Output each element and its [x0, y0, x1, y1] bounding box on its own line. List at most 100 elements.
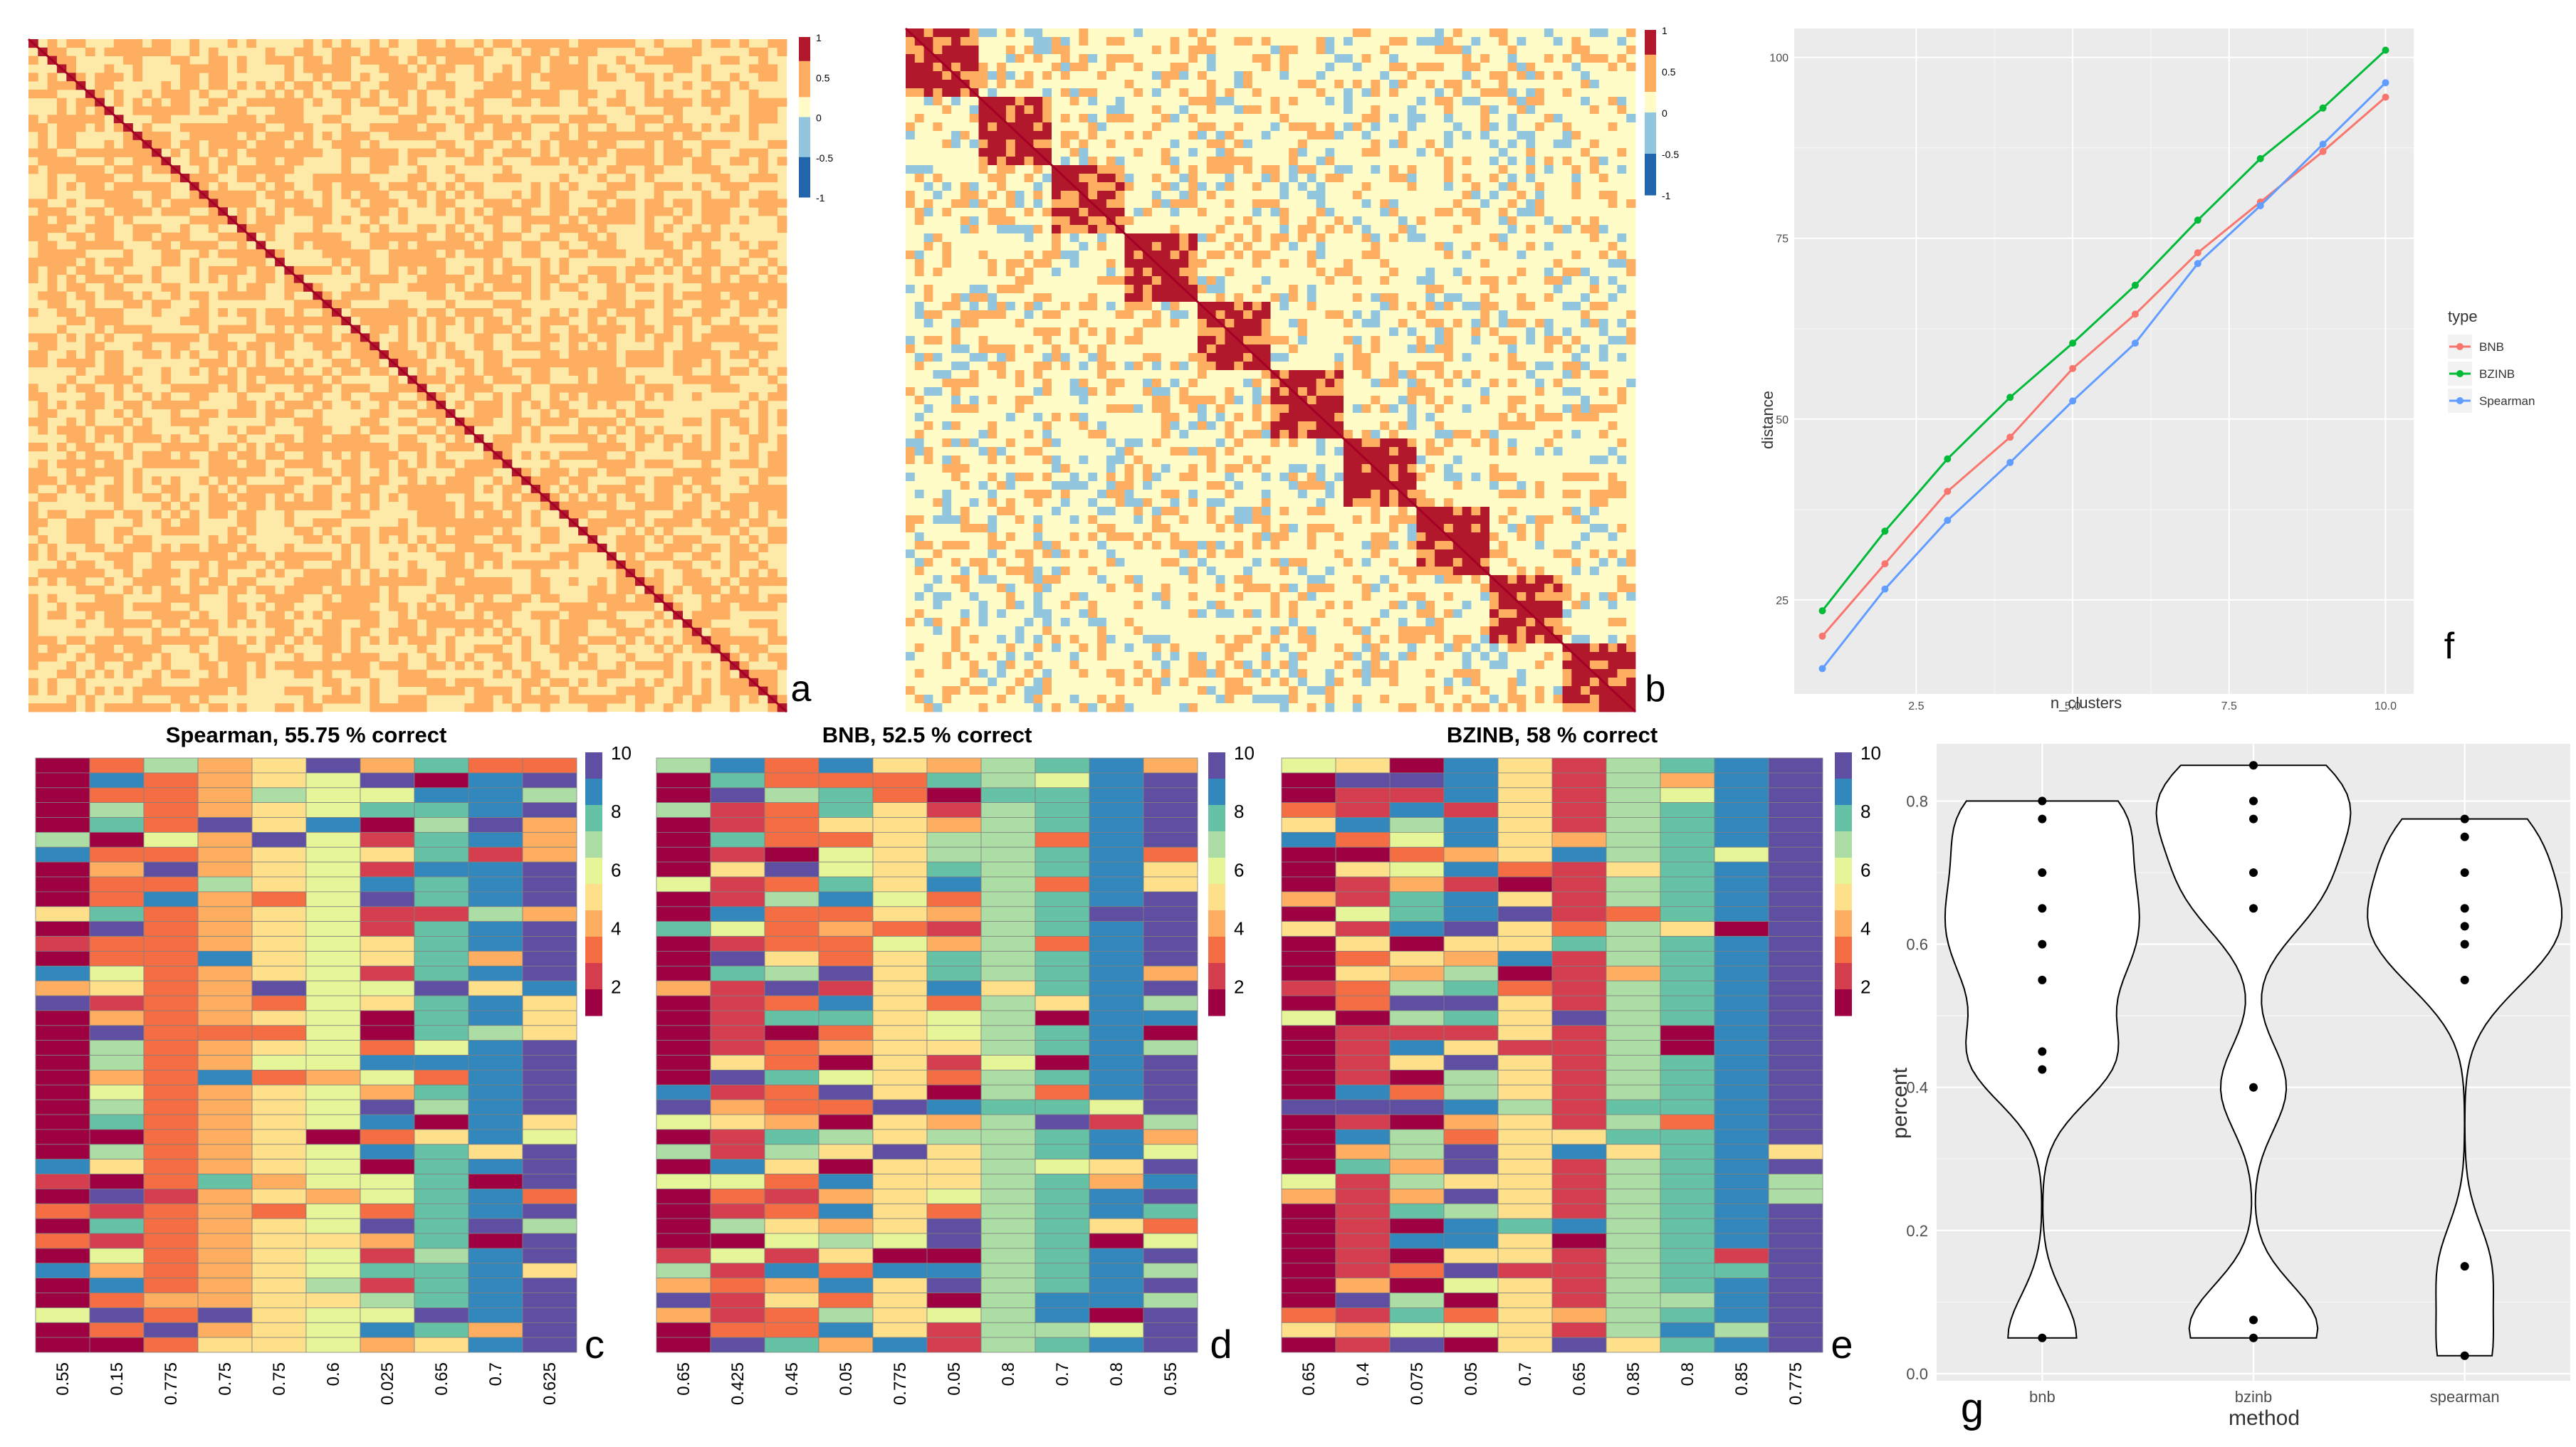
corr-cell: [1626, 122, 1636, 132]
corr-cell: [1344, 114, 1354, 123]
corr-cell: [1161, 122, 1171, 132]
corr-cell: [445, 140, 456, 149]
corr-cell: [161, 636, 172, 645]
corr-cell: [493, 115, 503, 124]
corr-cell: [379, 661, 389, 670]
corr-cell: [370, 165, 379, 174]
corr-cell: [189, 199, 199, 208]
corr-cell: [1079, 182, 1089, 191]
corr-cell: [38, 417, 48, 426]
corr-cell: [85, 174, 95, 183]
corr-cell: [1626, 37, 1636, 46]
corr-cell: [436, 434, 446, 443]
corr-cell: [350, 308, 361, 317]
corr-cell: [332, 300, 342, 309]
corr-cell: [511, 232, 522, 241]
corr-cell: [550, 611, 560, 620]
corr-cell: [189, 577, 199, 586]
colorbar-label: 1: [816, 32, 822, 43]
corr-cell: [1361, 54, 1371, 63]
corr-cell: [1617, 165, 1627, 174]
corr-cell: [1489, 97, 1499, 106]
corr-cell: [578, 510, 588, 519]
corr-cell: [720, 409, 731, 418]
corr-cell: [332, 73, 342, 82]
corr-cell: [1024, 97, 1034, 106]
corr-cell: [1270, 165, 1280, 174]
corr-cell: [969, 71, 979, 80]
corr-cell: [777, 384, 787, 393]
colorbar-step: [799, 173, 810, 178]
corr-cell: [1352, 182, 1362, 191]
corr-cell: [933, 165, 943, 174]
corr-cell: [1526, 97, 1536, 106]
corr-cell: [1097, 174, 1107, 183]
corr-cell: [275, 451, 285, 460]
corr-cell: [218, 358, 228, 368]
corr-cell: [1507, 28, 1517, 38]
corr-cell: [123, 258, 133, 267]
corr-cell: [597, 308, 607, 317]
corr-cell: [906, 122, 916, 132]
corr-cell: [483, 47, 493, 56]
corr-cell: [1270, 182, 1280, 191]
corr-cell: [56, 207, 67, 216]
corr-cell: [1243, 174, 1253, 183]
corr-cell: [1443, 174, 1454, 183]
corr-cell: [540, 636, 550, 645]
corr-cell: [180, 64, 190, 73]
corr-cell: [1571, 122, 1581, 132]
corr-cell: [398, 434, 408, 443]
corr-cell: [407, 695, 418, 704]
corr-cell: [521, 89, 531, 99]
corr-cell: [1489, 63, 1499, 72]
corr-cell: [284, 434, 295, 443]
corr-cell: [1498, 182, 1508, 191]
corr-cell: [978, 46, 988, 55]
corr-cell: [1352, 140, 1362, 149]
corr-cell: [303, 695, 313, 704]
corr-cell: [1188, 37, 1198, 46]
corr-cell: [1598, 131, 1608, 140]
corr-cell: [739, 300, 750, 309]
corr-cell: [540, 274, 550, 283]
corr-cell: [1243, 140, 1253, 149]
corr-cell: [914, 182, 924, 191]
corr-cell: [906, 174, 916, 183]
corr-cell: [1143, 88, 1153, 98]
corr-cell: [1443, 63, 1454, 72]
corr-cell: [284, 400, 295, 410]
corr-cell: [625, 106, 636, 115]
corr-cell: [293, 123, 304, 132]
corr-cell: [1435, 97, 1445, 106]
corr-cell: [1279, 105, 1289, 115]
corr-cell: [739, 325, 750, 334]
corr-cell: [1544, 63, 1554, 72]
corr-cell: [426, 131, 436, 141]
corr-cell: [208, 358, 219, 368]
corr-cell: [768, 468, 778, 477]
corr-cell: [739, 274, 750, 283]
corr-cell: [1498, 46, 1508, 55]
corr-cell: [113, 89, 124, 99]
corr-cell: [1598, 157, 1608, 166]
corr-cell: [1161, 174, 1171, 183]
corr-cell: [739, 367, 750, 376]
corr-cell: [997, 105, 1007, 115]
corr-cell: [426, 661, 436, 670]
corr-cell: [1234, 140, 1244, 149]
corr-cell: [578, 131, 588, 141]
corr-cell: [56, 115, 67, 124]
corr-cell: [540, 367, 550, 376]
corr-cell: [1052, 114, 1062, 123]
corr-cell: [417, 165, 427, 174]
corr-cell: [758, 241, 768, 250]
corr-cell: [293, 375, 304, 384]
corr-cell: [654, 232, 664, 241]
corr-cell: [152, 459, 162, 468]
corr-cell: [256, 426, 266, 435]
corr-cell: [1452, 131, 1462, 140]
corr-cell: [1124, 122, 1134, 132]
corr-cell: [502, 207, 513, 216]
corr-cell: [113, 602, 124, 611]
